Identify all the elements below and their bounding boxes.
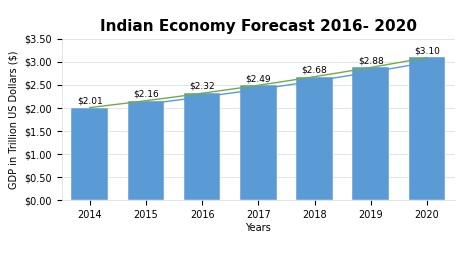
Line: Expon. (Indian Economy Forecast 2016- 2020): Expon. (Indian Economy Forecast 2016- 20… xyxy=(90,58,427,108)
Text: $2.88: $2.88 xyxy=(358,56,383,65)
Bar xyxy=(296,77,333,200)
Line: 2 per. Mov. Avg. (Indian Economy Forecast 2016- 2020): 2 per. Mov. Avg. (Indian Economy Forecas… xyxy=(146,63,427,104)
Text: $2.68: $2.68 xyxy=(301,65,328,75)
Text: $2.32: $2.32 xyxy=(189,82,215,91)
Expon. (Indian Economy Forecast 2016- 2020) xyxy=(293,78,299,81)
Expon. (Indian Economy Forecast 2016- 2020) xyxy=(88,106,94,109)
Text: $2.01: $2.01 xyxy=(77,96,102,105)
Y-axis label: GDP in Trillion US Dollars ($): GDP in Trillion US Dollars ($) xyxy=(9,50,18,189)
2 per. Mov. Avg. (Indian Economy Forecast 2016- 2020) xyxy=(368,70,374,74)
Expon. (Indian Economy Forecast 2016- 2020) xyxy=(392,61,398,65)
Text: $3.10: $3.10 xyxy=(414,46,440,55)
Bar xyxy=(353,68,389,200)
2 per. Mov. Avg. (Indian Economy Forecast 2016- 2020) xyxy=(312,80,318,83)
2 per. Mov. Avg. (Indian Economy Forecast 2016- 2020) xyxy=(199,95,205,99)
Expon. (Indian Economy Forecast 2016- 2020) xyxy=(288,79,293,82)
Expon. (Indian Economy Forecast 2016- 2020) xyxy=(286,79,292,82)
Expon. (Indian Economy Forecast 2016- 2020) xyxy=(424,56,430,59)
Bar xyxy=(72,108,108,200)
Bar xyxy=(240,85,277,200)
Bar xyxy=(184,93,220,200)
Expon. (Indian Economy Forecast 2016- 2020) xyxy=(371,65,377,69)
2 per. Mov. Avg. (Indian Economy Forecast 2016- 2020) xyxy=(255,88,261,91)
2 per. Mov. Avg. (Indian Economy Forecast 2016- 2020) xyxy=(143,102,149,106)
Bar xyxy=(409,57,445,200)
Text: $2.16: $2.16 xyxy=(133,89,159,98)
X-axis label: Years: Years xyxy=(246,223,271,233)
2 per. Mov. Avg. (Indian Economy Forecast 2016- 2020) xyxy=(424,61,430,64)
Bar xyxy=(128,101,164,200)
Expon. (Indian Economy Forecast 2016- 2020) xyxy=(87,106,92,109)
Text: $2.49: $2.49 xyxy=(246,74,271,83)
Title: Indian Economy Forecast 2016- 2020: Indian Economy Forecast 2016- 2020 xyxy=(100,19,417,34)
